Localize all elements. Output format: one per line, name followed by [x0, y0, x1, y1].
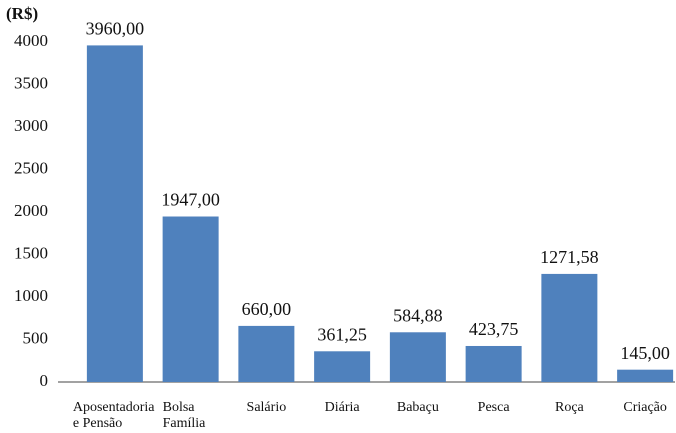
value-label: 423,75 — [469, 319, 519, 339]
x-tick-label: Família — [163, 416, 207, 431]
x-tick-label: Bolsa — [163, 400, 196, 415]
bar — [617, 369, 674, 382]
y-tick-label: 3500 — [14, 73, 48, 92]
value-label: 361,25 — [317, 324, 367, 344]
bar — [465, 345, 522, 382]
x-tick-label: Aposentadoria — [73, 400, 155, 415]
y-tick-label: 2000 — [14, 201, 48, 220]
x-tick-label: Salário — [247, 400, 287, 415]
x-tick-label: Criação — [623, 400, 667, 415]
value-label: 1271,58 — [540, 247, 599, 267]
value-label: 145,00 — [620, 343, 670, 363]
y-axis-label: (R$) — [6, 4, 38, 23]
y-tick-label: 0 — [40, 371, 49, 390]
bar — [238, 325, 295, 382]
y-tick-label: 1000 — [14, 286, 48, 305]
x-tick-label: Roça — [555, 400, 585, 415]
bar — [86, 45, 143, 383]
bar — [314, 351, 371, 382]
value-label: 584,88 — [393, 305, 443, 325]
value-label: 3960,00 — [86, 19, 145, 39]
y-tick-label: 500 — [23, 328, 49, 347]
bar — [389, 332, 446, 382]
x-tick-label: Babaçu — [397, 400, 439, 415]
x-tick-label: e Pensão — [73, 416, 122, 431]
x-tick-label: Pesca — [478, 400, 511, 415]
x-tick-label: Diária — [325, 400, 361, 415]
y-tick-label: 3000 — [14, 116, 48, 135]
y-tick-label: 1500 — [14, 243, 48, 262]
bar — [162, 216, 219, 382]
y-tick-label: 2500 — [14, 158, 48, 177]
bar — [541, 273, 598, 382]
y-tick-label: 4000 — [14, 31, 48, 50]
value-label: 660,00 — [242, 299, 292, 319]
value-label: 1947,00 — [161, 190, 220, 210]
